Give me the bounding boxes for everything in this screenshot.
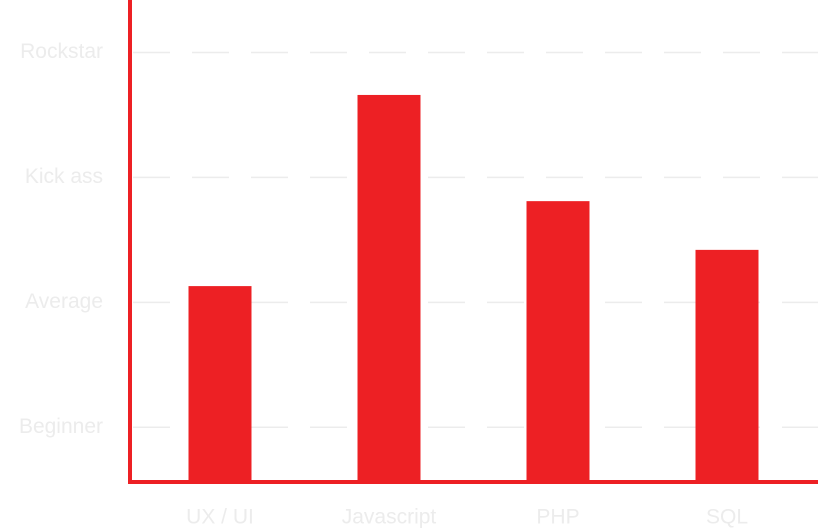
bar: [526, 201, 590, 482]
bar: [695, 249, 759, 481]
y-tick-label: Beginner: [19, 415, 103, 438]
x-tick-label: SQL: [706, 506, 748, 529]
x-tick-label: Javascript: [342, 506, 437, 529]
x-tick-label: PHP: [536, 506, 579, 529]
y-tick-label: Rockstar: [20, 40, 103, 63]
bar: [357, 94, 421, 481]
y-tick-label: Average: [25, 290, 103, 313]
bar: [188, 286, 252, 481]
y-tick-label: Kick ass: [25, 165, 103, 188]
x-tick-label: UX / UI: [186, 506, 254, 529]
